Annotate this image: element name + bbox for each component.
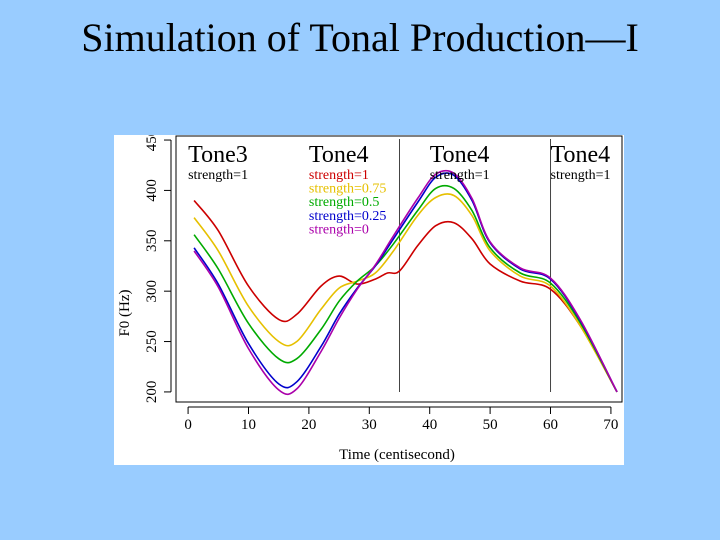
y-tick-label-450: 450 bbox=[144, 135, 160, 151]
tone-strength-3: strength=1 bbox=[551, 168, 611, 183]
legend-entry-3: strength=0.25 bbox=[309, 209, 387, 224]
plot-border bbox=[175, 135, 623, 403]
x-tick-label-70: 70 bbox=[603, 417, 618, 433]
series-line-0 bbox=[193, 199, 618, 393]
y-axis-label: F0 (Hz) bbox=[117, 289, 133, 336]
chart-figure: 200 250 300 350 400 450 0 10 20 30 40 50 60 70 Tone3… bbox=[114, 129, 624, 465]
y-tick-label-400: 400 bbox=[144, 179, 160, 202]
y-axis: 200 250 300 350 400 450 bbox=[144, 129, 172, 404]
tone-label-3: Tone4 bbox=[551, 142, 611, 168]
legend: strength=1strength=0.75strength=0.5stren… bbox=[309, 168, 387, 237]
legend-entry-2: strength=0.5 bbox=[309, 195, 380, 210]
f0-line-chart: 200 250 300 350 400 450 0 10 20 30 40 50 60 70 Tone3… bbox=[117, 129, 623, 463]
legend-entry-0: strength=1 bbox=[309, 168, 369, 183]
x-tick-label-10: 10 bbox=[241, 417, 256, 433]
y-tick-label-250: 250 bbox=[144, 330, 160, 353]
series-line-4 bbox=[193, 169, 618, 396]
y-tick-label-300: 300 bbox=[144, 280, 160, 303]
series-line-1 bbox=[193, 193, 618, 393]
x-axis-label: Time (centisecond) bbox=[339, 447, 455, 463]
x-tick-label-20: 20 bbox=[301, 417, 316, 433]
x-tick-label-50: 50 bbox=[483, 417, 498, 433]
x-tick-label-60: 60 bbox=[543, 417, 558, 433]
series-line-3 bbox=[193, 172, 618, 393]
plot-frame bbox=[175, 135, 623, 403]
x-tick-label-40: 40 bbox=[422, 417, 437, 433]
tone-strength-0: strength=1 bbox=[188, 168, 248, 183]
tone-boundaries bbox=[399, 139, 552, 392]
y-tick-label-350: 350 bbox=[144, 230, 160, 253]
tone-label-2: Tone4 bbox=[430, 142, 490, 168]
slide-title: Simulation of Tonal Production—I bbox=[81, 15, 639, 60]
x-axis: 0 10 20 30 40 50 60 70 bbox=[184, 406, 618, 433]
y-tick-label-200: 200 bbox=[144, 381, 160, 404]
legend-entry-1: strength=0.75 bbox=[309, 182, 387, 197]
tone-label-0: Tone3 bbox=[188, 142, 248, 168]
series-line-2 bbox=[193, 184, 618, 393]
series-lines bbox=[193, 169, 618, 396]
tone-strength-2: strength=1 bbox=[430, 168, 490, 183]
tone-label-1: Tone4 bbox=[309, 142, 369, 168]
legend-entry-4: strength=0 bbox=[309, 222, 369, 237]
x-tick-label-0: 0 bbox=[184, 417, 192, 433]
x-tick-label-30: 30 bbox=[362, 417, 377, 433]
